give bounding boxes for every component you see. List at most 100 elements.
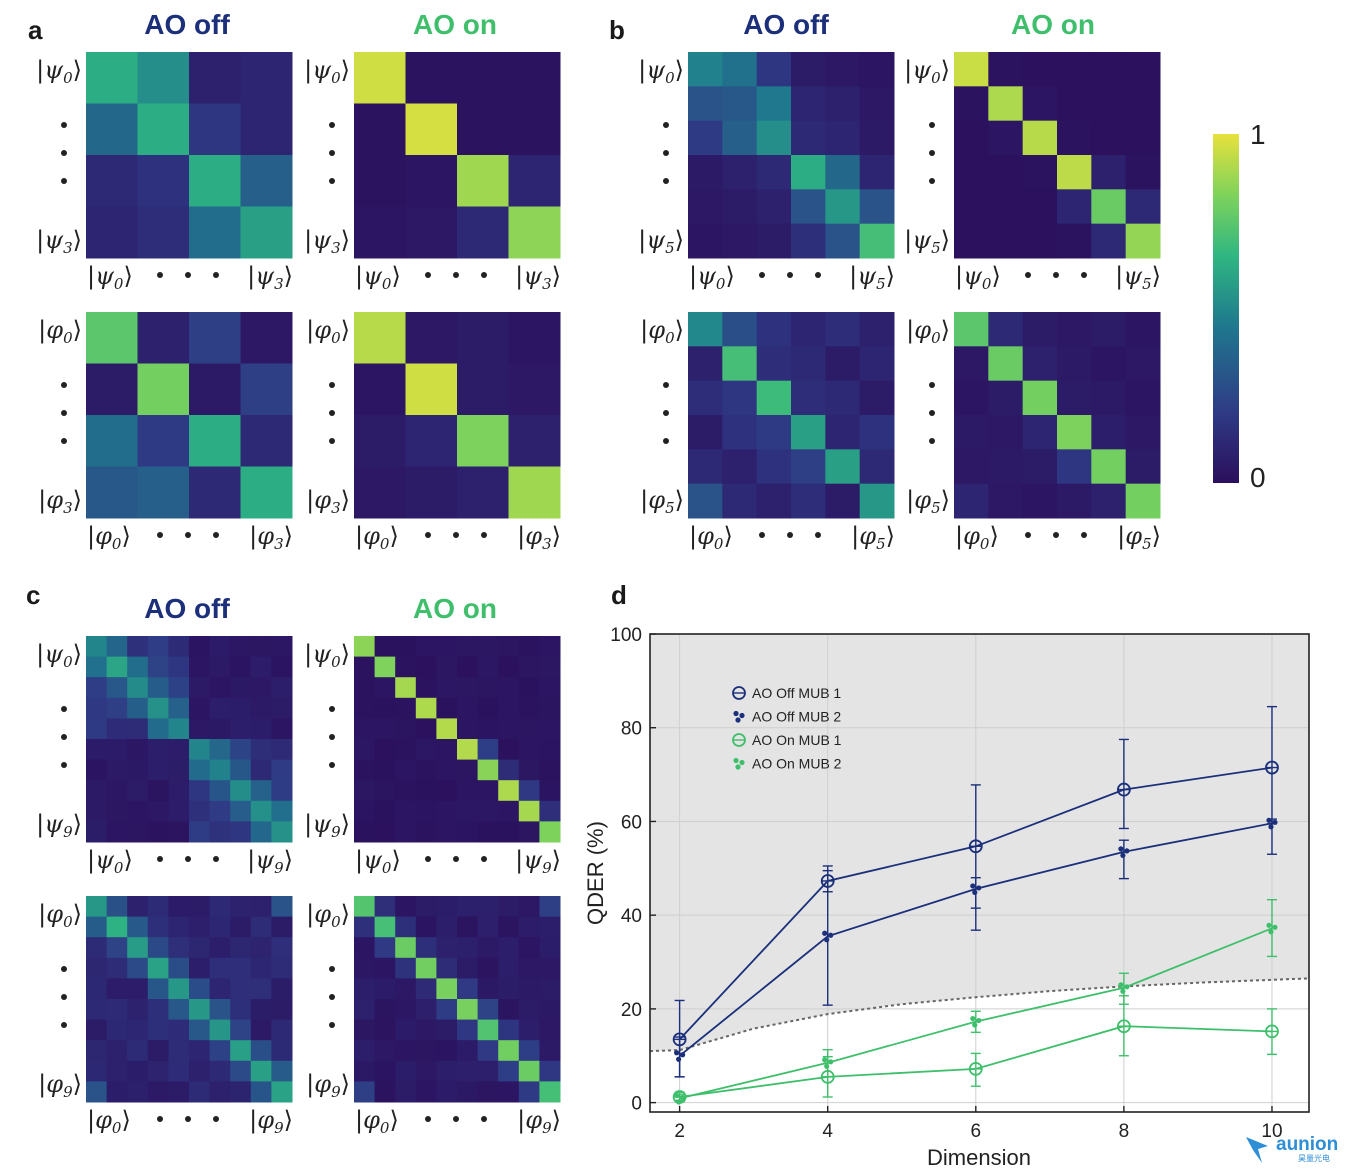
heatmap-cell: [1125, 120, 1161, 156]
heatmap-cell: [127, 1081, 149, 1103]
heatmap-cell: [106, 1040, 128, 1062]
heatmap-cell: [436, 780, 458, 802]
heatmap-cell: [354, 999, 376, 1021]
heatmap-cell: [127, 800, 149, 822]
heatmap-cell: [168, 1081, 190, 1103]
heatmap-cell: [415, 697, 437, 719]
heatmap-cell: [354, 1040, 376, 1062]
heatmap-cell: [395, 636, 417, 658]
horizontal-ellipsis-dot-1: [453, 272, 459, 278]
heatmap-cell: [106, 780, 128, 802]
heatmap-cell: [988, 346, 1024, 382]
heatmap-cell: [688, 483, 723, 519]
heatmap-cell: [722, 52, 758, 87]
horizontal-ellipsis-dot-0: [425, 532, 431, 538]
heatmap-cell: [230, 780, 252, 802]
heatmap-cell: [1022, 155, 1058, 190]
heatmap-cell: [954, 52, 989, 87]
heatmap-cell: [147, 800, 169, 822]
heatmap-cell: [1125, 223, 1161, 259]
heatmap-cell: [230, 1040, 252, 1062]
heatmap-cell: [86, 206, 138, 259]
heatmap-cell: [1057, 483, 1092, 519]
heatmap-cell: [250, 677, 272, 699]
heatmap-cell: [1057, 449, 1092, 485]
data-point: [1118, 982, 1130, 994]
legend-item: AO On MUB 2: [733, 756, 842, 772]
heatmap-c-on-phi: [354, 896, 561, 1103]
horizontal-ellipsis-dot-2: [213, 856, 219, 862]
heatmap-cell: [518, 937, 540, 959]
threshold-curve: [650, 977, 1309, 1053]
heatmap-cell: [374, 1019, 396, 1041]
horizontal-ellipsis-dot-2: [213, 272, 219, 278]
ket-label: |φ5⟩: [640, 486, 684, 517]
heatmap-cell: [477, 718, 499, 740]
heatmap-cell: [374, 759, 396, 781]
heatmap-cell: [374, 656, 396, 678]
heatmap-cell: [86, 697, 108, 719]
data-point: [1266, 817, 1278, 830]
heatmap-cell: [189, 1081, 211, 1103]
heatmap-cell: [1125, 415, 1161, 450]
heatmap-cell: [1091, 449, 1127, 485]
heatmap-cell: [477, 999, 499, 1021]
panel-label-d: d: [611, 580, 627, 610]
heatmap-cell: [498, 718, 520, 740]
heatmap-cell: [508, 52, 561, 104]
heatmap-cell: [271, 780, 293, 802]
heatmap-cell: [477, 636, 499, 658]
heatmap-cell: [436, 759, 458, 781]
heatmap-cell: [230, 800, 252, 822]
heatmap-cell: [722, 483, 758, 519]
horizontal-ellipsis-dot-2: [213, 532, 219, 538]
vertical-ellipsis-dot-0: [61, 122, 67, 128]
colorbar-gradient: [1213, 134, 1239, 483]
ket-label: |ψ0⟩: [904, 56, 950, 87]
x-tick-label: 2: [674, 1121, 685, 1142]
heatmap-cell: [825, 86, 861, 122]
ket-label: |φ0⟩: [955, 522, 999, 553]
horizontal-ellipsis-dot-2: [1081, 272, 1087, 278]
heatmap-cell: [1057, 346, 1092, 382]
data-point: [822, 1057, 834, 1069]
heatmap-cell: [457, 1040, 479, 1062]
heatmap-cell: [539, 636, 561, 658]
ket-label: |ψ9⟩: [304, 810, 350, 841]
heatmap-cell: [457, 415, 509, 467]
data-point: [674, 1050, 686, 1062]
ket-label: |φ3⟩: [38, 486, 82, 517]
heatmap-cell: [954, 346, 989, 382]
heatmap-cell: [859, 189, 895, 225]
heatmap-cell: [477, 896, 499, 918]
heatmap-cell: [250, 1019, 272, 1041]
heatmap-cell: [209, 800, 231, 822]
horizontal-ellipsis-dot-0: [425, 856, 431, 862]
heatmap-cell: [354, 1081, 376, 1103]
heatmap-cell: [127, 1040, 149, 1062]
heatmap-cell: [395, 821, 417, 843]
heatmap-cell: [1125, 52, 1161, 87]
heatmap-cell: [168, 821, 190, 843]
heatmap-cell: [168, 677, 190, 699]
heatmap-cell: [106, 916, 128, 938]
heatmap-cell: [168, 800, 190, 822]
heatmap-b-on-psi: [954, 52, 1161, 259]
heatmap-cell: [354, 978, 376, 1000]
heatmap-c-off-psi: [86, 636, 293, 843]
y-axis-label: QDER (%): [583, 821, 608, 925]
vertical-ellipsis-dot-0: [329, 966, 335, 972]
heatmap-cell: [127, 937, 149, 959]
heatmap-cell: [1057, 312, 1092, 347]
heatmap-cell: [756, 415, 792, 450]
horizontal-ellipsis-dot-2: [1081, 532, 1087, 538]
heatmap-cell: [106, 978, 128, 1000]
heatmap-cell: [498, 821, 520, 843]
heatmap-cell: [230, 636, 252, 658]
heatmap-cell: [498, 916, 520, 938]
heatmap-cell: [415, 677, 437, 699]
heatmap-cell: [1125, 483, 1161, 519]
heatmap-cell: [147, 739, 169, 761]
heatmap-cell: [137, 206, 190, 259]
heatmap-cell: [436, 800, 458, 822]
